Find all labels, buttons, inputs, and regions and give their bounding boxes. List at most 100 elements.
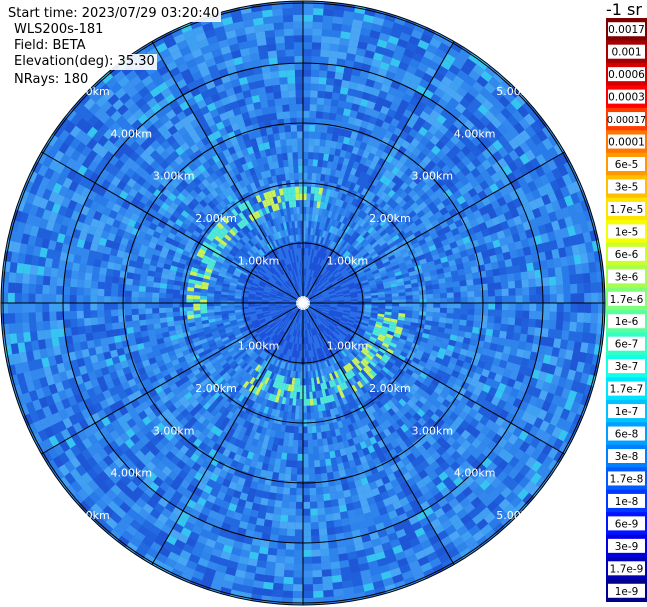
data-cell: [508, 138, 520, 150]
data-cell: [370, 87, 381, 97]
data-cell: [410, 138, 420, 148]
data-cell: [423, 89, 434, 100]
data-cell: [324, 262, 330, 269]
data-cell: [382, 203, 391, 212]
data-cell: [367, 208, 375, 217]
data-cell: [357, 185, 365, 194]
data-cell: [569, 274, 577, 285]
data-cell: [317, 257, 321, 265]
data-cell: [341, 270, 349, 277]
data-cell: [382, 221, 390, 230]
data-cell: [456, 150, 467, 161]
data-cell: [338, 128, 347, 137]
data-cell: [307, 227, 311, 235]
data-cell: [405, 295, 413, 300]
data-cell: [440, 144, 451, 155]
data-cell: [492, 150, 503, 162]
data-cell: [356, 268, 364, 274]
data-cell: [370, 169, 379, 179]
data-cell: [432, 312, 440, 318]
data-cell: [393, 204, 402, 213]
data-cell: [364, 158, 373, 168]
data-cell: [341, 240, 348, 248]
data-cell: [387, 86, 398, 97]
data-cell: [310, 76, 319, 84]
data-cell: [378, 166, 387, 175]
data-cell: [310, 227, 314, 235]
data-cell: [336, 274, 343, 280]
data-cell: [338, 553, 349, 562]
data-cell: [306, 405, 311, 413]
data-cell: [486, 133, 498, 145]
data-cell: [460, 285, 468, 292]
data-cell: [391, 166, 400, 176]
data-cell: [358, 34, 370, 44]
data-cell: [576, 283, 585, 294]
data-cell: [324, 174, 331, 183]
data-cell: [445, 86, 457, 98]
data-cell: [306, 207, 310, 214]
data-cell: [318, 152, 324, 161]
data-cell: [412, 241, 421, 249]
data-cell: [512, 264, 521, 274]
data-cell: [305, 371, 309, 379]
data-cell: [296, 392, 300, 399]
data-cell: [327, 247, 332, 255]
data-cell: [430, 145, 441, 156]
data-cell: [289, 487, 297, 496]
data-cell: [495, 83, 508, 96]
data-cell: [401, 25, 414, 36]
data-cell: [357, 148, 365, 157]
data-cell: [502, 153, 514, 165]
data-cell: [271, 520, 280, 529]
data-cell: [456, 160, 466, 171]
data-cell: [448, 81, 461, 92]
data-cell: [454, 219, 464, 228]
data-cell: [413, 175, 423, 185]
data-cell: [366, 100, 376, 110]
data-cell: [426, 83, 438, 94]
data-cell: [487, 282, 495, 291]
data-cell: [350, 272, 358, 278]
data-cell: [360, 250, 368, 257]
data-cell: [369, 264, 377, 270]
data-cell: [350, 131, 359, 140]
data-cell: [297, 467, 303, 475]
data-cell: [328, 50, 339, 59]
data-cell: [387, 189, 396, 198]
data-cell: [366, 216, 374, 225]
data-cell: [360, 212, 368, 220]
data-cell: [315, 235, 320, 244]
data-cell: [340, 231, 347, 239]
data-cell: [303, 453, 309, 461]
data-cell: [501, 295, 509, 303]
data-cell: [312, 287, 318, 294]
data-cell: [362, 14, 375, 24]
data-cell: [335, 262, 342, 269]
data-cell: [460, 135, 471, 146]
data-cell: [375, 246, 383, 254]
data-cell: [450, 199, 461, 209]
data-cell: [309, 262, 312, 270]
data-cell: [327, 286, 334, 291]
data-cell: [322, 278, 328, 284]
data-cell: [467, 303, 475, 309]
data-cell: [411, 226, 420, 234]
data-cell: [322, 486, 330, 495]
data-cell: [309, 104, 317, 112]
data-cell: [307, 292, 313, 298]
data-cell: [577, 303, 585, 313]
data-cell: [399, 190, 408, 200]
data-cell: [405, 306, 413, 311]
data-cell: [312, 576, 323, 585]
data-cell: [371, 297, 379, 301]
data-cell: [445, 139, 456, 150]
data-cell: [321, 291, 329, 295]
data-cell: [337, 237, 343, 245]
data-cell: [513, 134, 526, 146]
data-cell: [347, 236, 354, 244]
data-cell: [329, 147, 336, 156]
data-cell: [342, 157, 350, 166]
data-cell: [540, 162, 552, 175]
data-cell: [402, 93, 413, 103]
